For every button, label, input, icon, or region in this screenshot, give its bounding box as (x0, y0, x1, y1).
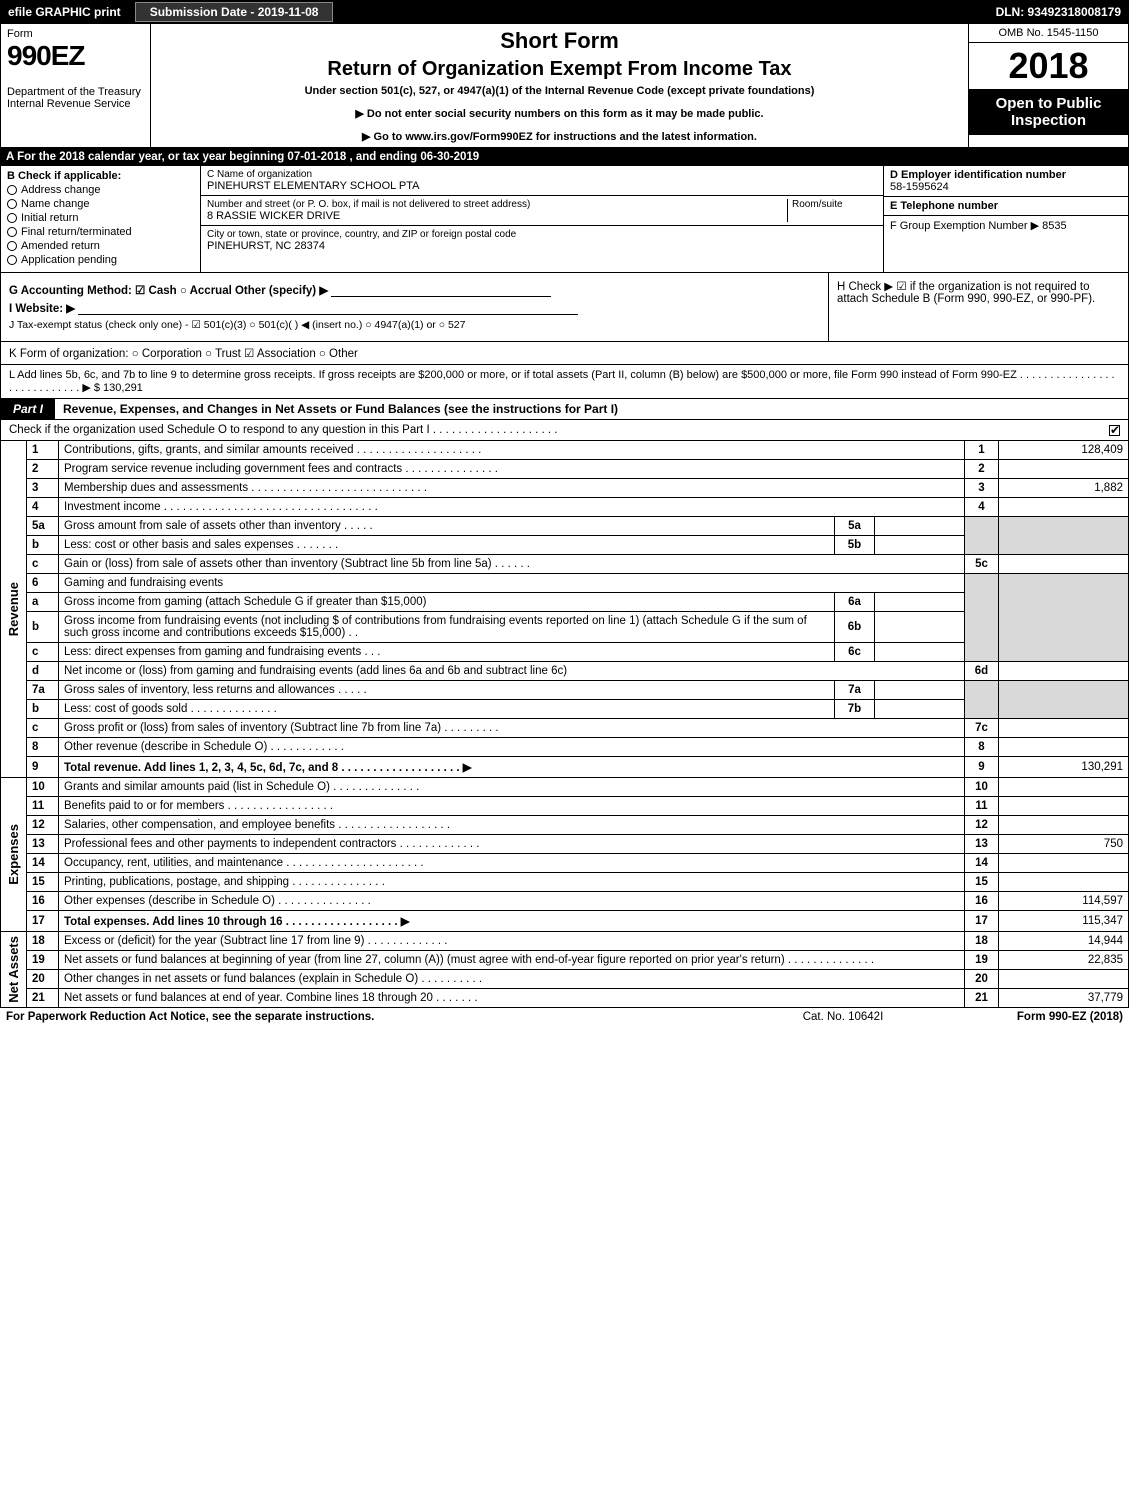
line-5a: Gross amount from sale of assets other t… (59, 517, 835, 536)
part-i-header: Part I Revenue, Expenses, and Changes in… (0, 399, 1129, 420)
side-net-assets: Net Assets (6, 936, 21, 1003)
b-final-return[interactable]: Final return/terminated (21, 226, 132, 238)
c-street-label: Number and street (or P. O. box, if mail… (207, 199, 787, 210)
line-7b: Less: cost of goods sold . . . . . . . .… (59, 700, 835, 719)
footer-paperwork: For Paperwork Reduction Act Notice, see … (6, 1011, 743, 1023)
part-i-title: Revenue, Expenses, and Changes in Net As… (55, 399, 1128, 419)
org-city: PINEHURST, NC 28374 (207, 240, 877, 252)
line-10: Grants and similar amounts paid (list in… (59, 778, 965, 797)
page-footer: For Paperwork Reduction Act Notice, see … (0, 1008, 1129, 1026)
efile-label: efile GRAPHIC print (0, 5, 129, 19)
line-15: Printing, publications, postage, and shi… (59, 873, 965, 892)
dept-treasury: Department of the Treasury (7, 86, 144, 98)
c-name-label: C Name of organization (207, 169, 877, 180)
line-5c: Gain or (loss) from sale of assets other… (59, 555, 965, 574)
form-subtitle: Under section 501(c), 527, or 4947(a)(1)… (159, 85, 960, 97)
section-def: D Employer identification number 58-1595… (883, 166, 1128, 272)
amt-13: 750 (999, 835, 1129, 854)
line-21: Net assets or fund balances at end of ye… (59, 989, 965, 1008)
g-accounting: G Accounting Method: ☑ Cash ○ Accrual Ot… (9, 285, 328, 297)
line-16: Other expenses (describe in Schedule O) … (59, 892, 965, 911)
part-i-tag: Part I (1, 399, 55, 419)
line-14: Occupancy, rent, utilities, and maintena… (59, 854, 965, 873)
line-6d: Net income or (loss) from gaming and fun… (59, 662, 965, 681)
section-c: C Name of organization PINEHURST ELEMENT… (201, 166, 883, 272)
form-header: Form 990EZ Department of the Treasury In… (0, 24, 1129, 148)
c-room-label: Room/suite (792, 199, 877, 210)
line-17: Total expenses. Add lines 10 through 16 … (59, 911, 965, 932)
line-6c: Less: direct expenses from gaming and fu… (59, 643, 835, 662)
line-12: Salaries, other compensation, and employ… (59, 816, 965, 835)
line-13: Professional fees and other payments to … (59, 835, 965, 854)
line-8: Other revenue (describe in Schedule O) .… (59, 738, 965, 757)
line-6b: Gross income from fundraising events (no… (59, 612, 835, 643)
line-1: Contributions, gifts, grants, and simila… (59, 441, 965, 460)
amt-16: 114,597 (999, 892, 1129, 911)
line-3: Membership dues and assessments . . . . … (59, 479, 965, 498)
i-website: I Website: ▶ (9, 303, 75, 315)
top-bar: efile GRAPHIC print Submission Date - 20… (0, 0, 1129, 24)
b-application-pending[interactable]: Application pending (21, 254, 117, 266)
line-6a: Gross income from gaming (attach Schedul… (59, 593, 835, 612)
part-i-check-text: Check if the organization used Schedule … (9, 424, 1109, 436)
amt-1: 128,409 (999, 441, 1129, 460)
b-name-change[interactable]: Name change (21, 198, 90, 210)
line-2: Program service revenue including govern… (59, 460, 965, 479)
goto-link[interactable]: ▶ Go to www.irs.gov/Form990EZ for instru… (159, 130, 960, 143)
form-word: Form (7, 28, 144, 40)
k-line: K Form of organization: ○ Corporation ○ … (0, 342, 1129, 365)
submission-date: Submission Date - 2019-11-08 (135, 2, 334, 22)
line-19: Net assets or fund balances at beginning… (59, 951, 965, 970)
part-i-check: Check if the organization used Schedule … (0, 420, 1129, 441)
line-9: Total revenue. Add lines 1, 2, 3, 4, 5c,… (59, 757, 965, 778)
org-street: 8 RASSIE WICKER DRIVE (207, 210, 787, 222)
org-name: PINEHURST ELEMENTARY SCHOOL PTA (207, 180, 877, 192)
meta-block: G Accounting Method: ☑ Cash ○ Accrual Ot… (0, 273, 1129, 342)
b-address-change[interactable]: Address change (21, 184, 101, 196)
line-20: Other changes in net assets or fund bala… (59, 970, 965, 989)
amt-18: 14,944 (999, 932, 1129, 951)
l-line: L Add lines 5b, 6c, and 7b to line 9 to … (0, 365, 1129, 399)
amt-9: 130,291 (999, 757, 1129, 778)
form-title: Return of Organization Exempt From Incom… (159, 58, 960, 81)
line-11: Benefits paid to or for members . . . . … (59, 797, 965, 816)
j-tax-exempt: J Tax-exempt status (check only one) - ☑… (9, 319, 820, 331)
line-18: Excess or (deficit) for the year (Subtra… (59, 932, 965, 951)
warning-ssn: ▶ Do not enter social security numbers o… (159, 107, 960, 120)
amt-21: 37,779 (999, 989, 1129, 1008)
b-amended-return[interactable]: Amended return (21, 240, 100, 252)
block-bcde: B Check if applicable: Address change Na… (0, 166, 1129, 273)
line-7c: Gross profit or (loss) from sales of inv… (59, 719, 965, 738)
tax-year: 2018 (969, 43, 1128, 89)
line-4: Investment income . . . . . . . . . . . … (59, 498, 965, 517)
b-initial-return[interactable]: Initial return (21, 212, 78, 224)
form-number: 990EZ (7, 40, 144, 72)
lines-table: Revenue 1 Contributions, gifts, grants, … (0, 441, 1129, 1008)
omb-number: OMB No. 1545-1150 (969, 24, 1128, 43)
f-group-exemption: F Group Exemption Number ▶ 8535 (890, 219, 1122, 232)
amt-3: 1,882 (999, 479, 1129, 498)
footer-catno: Cat. No. 10642I (743, 1011, 943, 1023)
footer-formref: Form 990-EZ (2018) (943, 1011, 1123, 1023)
short-form-label: Short Form (159, 28, 960, 54)
side-expenses: Expenses (6, 824, 21, 885)
e-tel-label: E Telephone number (890, 200, 1122, 212)
amt-19: 22,835 (999, 951, 1129, 970)
amt-17: 115,347 (999, 911, 1129, 932)
period-line: A For the 2018 calendar year, or tax yea… (0, 148, 1129, 166)
dept-irs: Internal Revenue Service (7, 98, 144, 110)
dln: DLN: 93492318008179 (988, 5, 1129, 19)
line-5b: Less: cost or other basis and sales expe… (59, 536, 835, 555)
side-revenue: Revenue (6, 582, 21, 636)
h-schedule-b: H Check ▶ ☑ if the organization is not r… (837, 279, 1120, 305)
section-b: B Check if applicable: Address change Na… (1, 166, 201, 272)
ein-value: 58-1595624 (890, 181, 1122, 193)
b-label: B Check if applicable: (7, 170, 194, 182)
line-7a: Gross sales of inventory, less returns a… (59, 681, 835, 700)
line-6: Gaming and fundraising events (59, 574, 965, 593)
schedule-o-checkbox[interactable] (1109, 425, 1120, 436)
open-public: Open to Public Inspection (969, 89, 1128, 135)
d-ein-label: D Employer identification number (890, 169, 1122, 181)
c-city-label: City or town, state or province, country… (207, 229, 877, 240)
